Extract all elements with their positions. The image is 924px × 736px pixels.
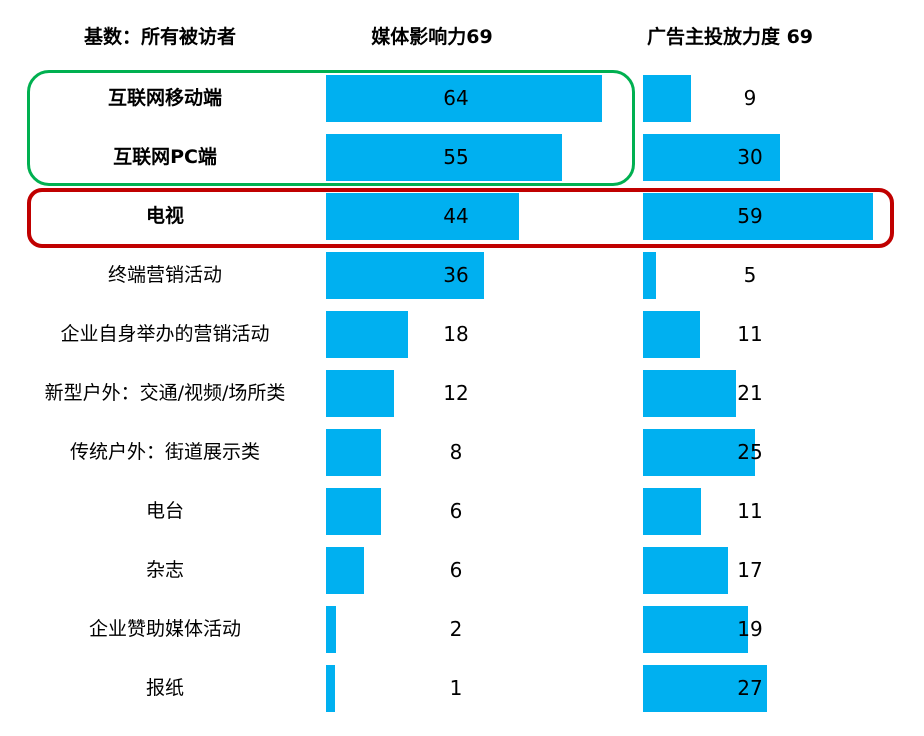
chart-row: 电视 44 59 <box>0 193 924 240</box>
advertiser-spend-bar <box>643 193 873 240</box>
media-influence-value: 1 <box>449 676 463 700</box>
category-label: 杂志 <box>145 559 184 581</box>
advertiser-spend-bar <box>643 134 780 181</box>
chart-row: 新型户外：交通/视频/场所类 12 21 <box>0 370 924 417</box>
media-influence-bar <box>326 193 519 240</box>
advertiser-spend-bar <box>643 606 748 653</box>
category-label: 传统户外：街道展示类 <box>69 441 260 463</box>
media-influence-value: 8 <box>449 440 463 464</box>
media-influence-bar <box>326 547 364 594</box>
advertiser-spend-bar <box>643 665 767 712</box>
advertiser-spend-bar <box>643 311 700 358</box>
media-influence-value: 2 <box>449 617 463 641</box>
category-label: 电台 <box>145 500 184 522</box>
media-influence-value: 44 <box>443 204 469 228</box>
category-label: 企业自身举办的营销活动 <box>60 323 270 345</box>
advertiser-spend-bar <box>643 488 701 535</box>
advertiser-spend-value: 11 <box>737 499 763 523</box>
chart-row: 企业自身举办的营销活动 18 11 <box>0 311 924 358</box>
advertiser-spend-bar <box>643 547 728 594</box>
category-label: 电视 <box>145 205 184 227</box>
chart-row: 终端营销活动 36 5 <box>0 252 924 299</box>
media-influence-value: 64 <box>443 86 469 110</box>
advertiser-spend-value: 27 <box>737 676 763 700</box>
chart-row: 互联网移动端 64 9 <box>0 75 924 122</box>
category-label: 互联网PC端 <box>113 146 217 168</box>
media-influence-value: 6 <box>449 558 463 582</box>
column-header-media-influence: 媒体影响力69 <box>371 26 493 48</box>
advertiser-spend-value: 5 <box>743 263 757 287</box>
chart-row: 企业赞助媒体活动 2 19 <box>0 606 924 653</box>
advertiser-spend-bar <box>643 429 755 476</box>
advertiser-spend-value: 9 <box>743 86 757 110</box>
advertiser-spend-bar <box>643 75 691 122</box>
base-note-label: 基数：所有被访者 <box>83 26 236 48</box>
advertiser-spend-value: 25 <box>737 440 763 464</box>
media-influence-bar <box>326 606 336 653</box>
chart-row: 互联网PC端 55 30 <box>0 134 924 181</box>
media-influence-value: 6 <box>449 499 463 523</box>
chart-row: 报纸 1 27 <box>0 665 924 712</box>
category-label: 报纸 <box>145 677 184 699</box>
media-influence-bar <box>326 488 381 535</box>
chart-row: 杂志 6 17 <box>0 547 924 594</box>
media-influence-bar <box>326 665 335 712</box>
media-influence-bar <box>326 134 562 181</box>
advertiser-spend-value: 21 <box>737 381 763 405</box>
advertiser-spend-value: 19 <box>737 617 763 641</box>
column-header-advertiser-spend: 广告主投放力度 69 <box>646 26 814 48</box>
chart-row: 传统户外：街道展示类 8 25 <box>0 429 924 476</box>
category-label: 终端营销活动 <box>107 264 222 286</box>
media-influence-value: 18 <box>443 322 469 346</box>
advertiser-spend-value: 59 <box>737 204 763 228</box>
advertiser-spend-bar <box>643 252 656 299</box>
media-influence-bar <box>326 429 381 476</box>
advertiser-spend-bar <box>643 370 736 417</box>
media-influence-bar <box>326 311 408 358</box>
media-influence-value: 12 <box>443 381 469 405</box>
media-influence-value: 36 <box>443 263 469 287</box>
advertiser-spend-value: 11 <box>737 322 763 346</box>
media-influence-bar <box>326 252 484 299</box>
media-influence-value: 55 <box>443 145 469 169</box>
advertiser-spend-value: 17 <box>737 558 763 582</box>
category-label: 互联网移动端 <box>107 87 222 109</box>
category-label: 企业赞助媒体活动 <box>88 618 241 640</box>
chart-row: 电台 6 11 <box>0 488 924 535</box>
category-label: 新型户外：交通/视频/场所类 <box>44 382 286 404</box>
media-influence-bar <box>326 370 394 417</box>
media-influence-bar <box>326 75 602 122</box>
advertiser-spend-value: 30 <box>737 145 763 169</box>
